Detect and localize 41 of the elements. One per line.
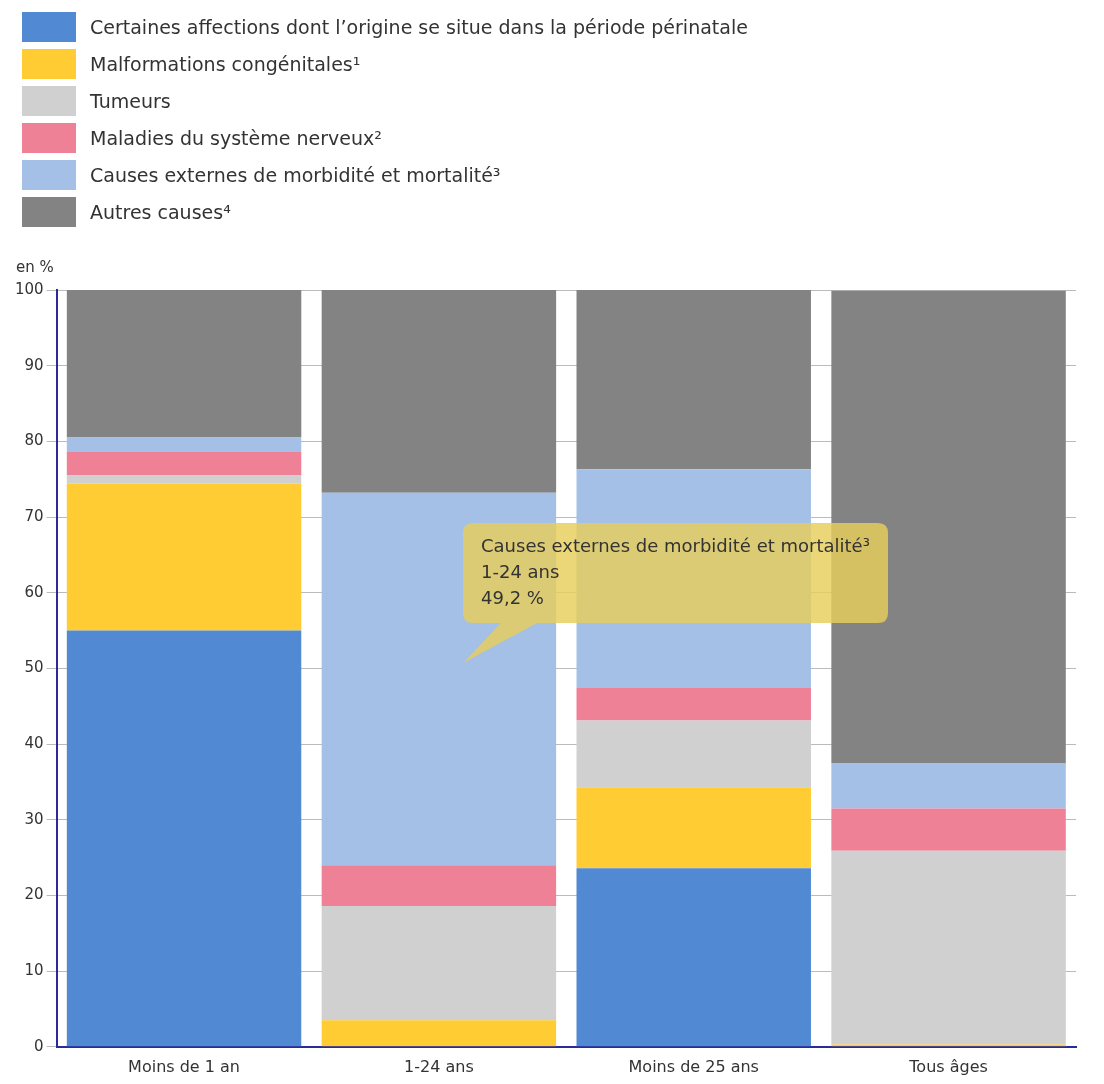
legend-label: Causes externes de morbidité et mortalité³	[90, 163, 501, 186]
legend-label: Tumeurs	[90, 89, 171, 112]
y-tick-label: 90	[24, 355, 44, 374]
y-tick-label: 10	[24, 961, 44, 980]
y-tick-label: 50	[24, 658, 44, 677]
bar	[576, 868, 811, 1047]
bar	[576, 720, 811, 788]
bar	[66, 483, 302, 631]
bar	[576, 787, 811, 869]
legend-label: Maladies du système nerveux²	[90, 126, 382, 149]
bar	[321, 290, 557, 493]
x-tick-label: Moins de 1 an	[128, 1056, 240, 1076]
y-tick-label: 70	[24, 506, 44, 525]
bar	[831, 763, 1066, 809]
bar	[66, 630, 302, 1047]
bar	[831, 850, 1066, 1045]
bar	[66, 451, 302, 476]
bar	[831, 808, 1066, 851]
bar	[321, 1020, 557, 1047]
y-tick-label: 80	[24, 431, 44, 450]
y-tick-label: 40	[24, 733, 44, 752]
bar	[576, 290, 811, 470]
x-tick-label: Tous âges	[908, 1056, 988, 1076]
annotation: Causes externes de morbidité et mortalité³ 1-24 ans 49,2 %	[481, 534, 870, 610]
y-tick-label: 20	[24, 885, 44, 904]
bar	[321, 906, 557, 1021]
y-tick-label: 60	[24, 582, 44, 601]
y-tick-label: 30	[24, 809, 44, 828]
x-tick-label: Moins de 25 ans	[628, 1056, 759, 1076]
legend-label: Certaines affections dont l’origine se situe dans la période périnatale	[90, 15, 748, 38]
bar	[66, 475, 302, 484]
bar	[576, 688, 811, 721]
y-tick-label: 100	[14, 279, 44, 298]
bar	[66, 437, 302, 452]
legend-label: Malformations congénitales¹	[90, 52, 361, 75]
x-tick-label: 1-24 ans	[404, 1056, 474, 1076]
legend-label: Autres causes⁴	[90, 200, 231, 223]
y-axis-title: en %	[16, 258, 54, 277]
bar	[66, 290, 302, 438]
bar	[321, 865, 557, 907]
y-tick-label: 0	[34, 1036, 44, 1055]
